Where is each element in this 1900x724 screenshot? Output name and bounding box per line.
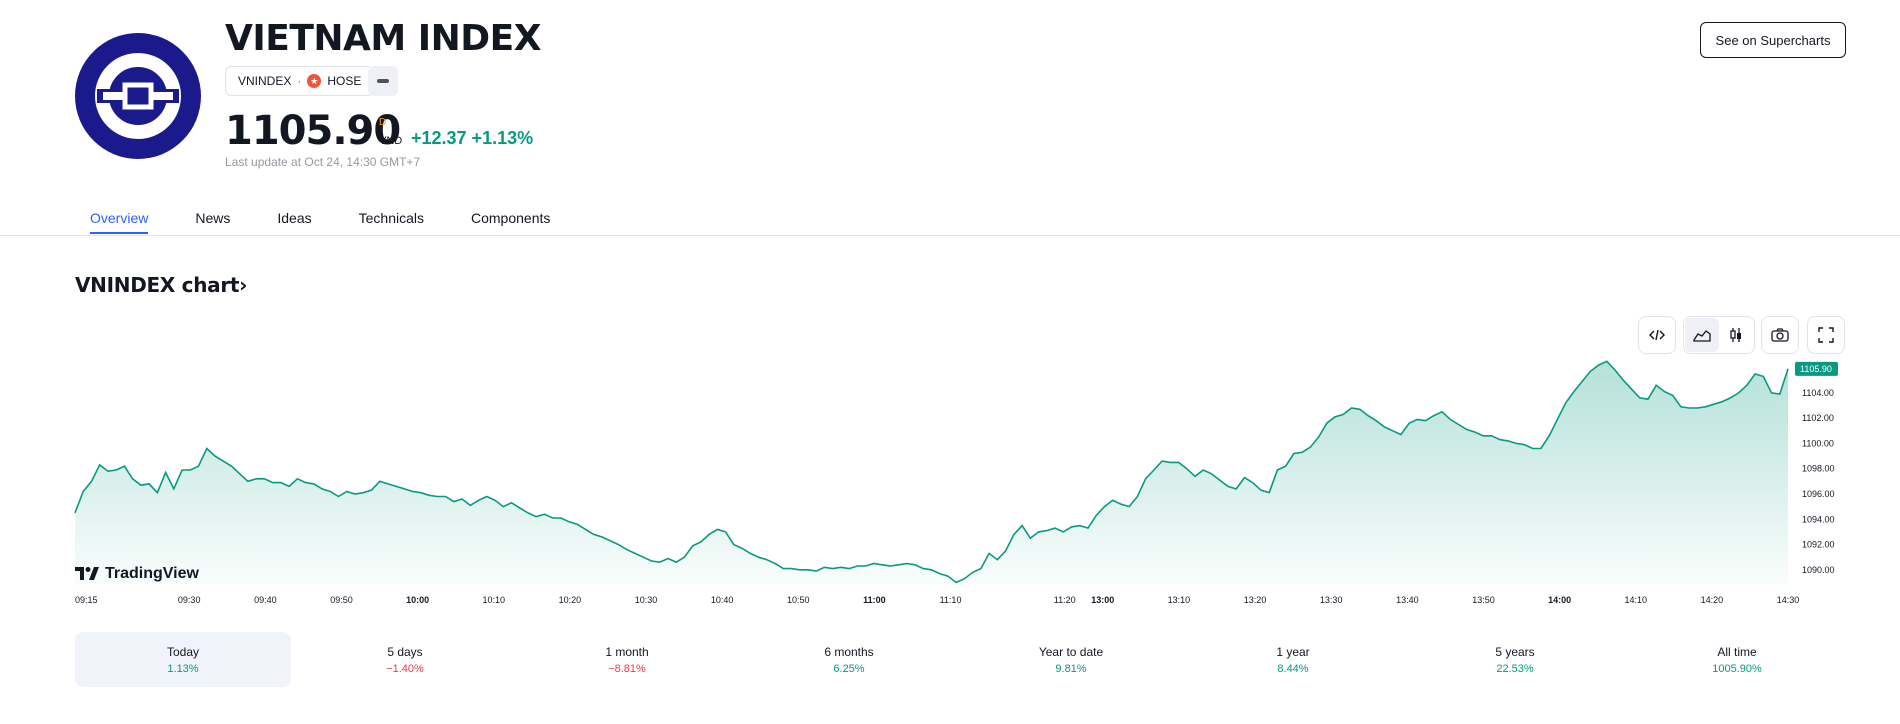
x-tick-label: 09:40 [254, 595, 277, 605]
symbol-label: VNINDEX [238, 74, 292, 88]
price-chart[interactable]: 1090.00 1092.00 1094.00 1096.00 1098.00 1100.… [0, 360, 1900, 615]
period-year-to-date[interactable]: Year to date 9.81% [963, 632, 1179, 687]
y-tick-label: 1092.00 [1802, 540, 1835, 550]
area-chart-icon[interactable] [1685, 318, 1719, 352]
fullscreen-button[interactable] [1807, 316, 1845, 354]
period-all-time[interactable]: All time 1005.90% [1629, 632, 1845, 687]
x-tick-label: 10:00 [406, 595, 429, 605]
period-value: 8.44% [1277, 662, 1309, 675]
period-label: 5 days [387, 644, 423, 659]
y-tick-label: 1104.00 [1802, 388, 1834, 398]
x-tick-label: 13:30 [1320, 595, 1343, 605]
y-tick-label: 1094.00 [1802, 514, 1835, 524]
x-tick-label: 10:30 [635, 595, 658, 605]
embed-code-icon [1640, 318, 1674, 352]
period-selector: Today 1.13% 5 days −1.40% 1 month −8.81% 6 … [75, 632, 1845, 687]
chart-style-group [1683, 316, 1755, 354]
period-value: 9.81% [1055, 662, 1087, 675]
period-label: 1 month [605, 644, 649, 659]
price-line [74, 360, 1789, 584]
period-value: 1005.90% [1712, 662, 1762, 675]
tradingview-logo-icon [75, 567, 99, 580]
x-tick-label: 10:50 [787, 595, 810, 605]
snapshot-button[interactable] [1761, 316, 1799, 354]
price-value: 1105.90 [225, 108, 401, 154]
period-value: −8.81% [608, 662, 646, 675]
x-tick-label: 09:15 [75, 595, 98, 605]
period-6-months[interactable]: 6 months 6.25% [741, 632, 957, 687]
x-tick-label: 10:20 [559, 595, 582, 605]
x-tick-label: 13:40 [1396, 595, 1419, 605]
camera-icon [1763, 318, 1797, 352]
tab-news[interactable]: News [195, 210, 231, 226]
x-tick-label: 09:30 [178, 595, 201, 605]
y-tick-label: 1090.00 [1802, 565, 1835, 575]
tab-ideas[interactable]: Ideas [277, 210, 312, 226]
exchange-flag-icon: ★ [307, 74, 322, 88]
y-tick-label: 1096.00 [1802, 489, 1835, 499]
page-title: VIETNAM INDEX [225, 18, 542, 59]
x-tick-label: 14:20 [1701, 595, 1724, 605]
x-tick-label: 13:00 [1091, 595, 1114, 605]
tab-components[interactable]: Components [471, 210, 551, 226]
price-flag: D [379, 117, 387, 128]
period-1-month[interactable]: 1 month −8.81% [519, 632, 735, 687]
x-tick-label: 10:10 [482, 595, 505, 605]
current-price-marker: 1105.90 [1795, 361, 1838, 376]
y-axis: 1090.00 1092.00 1094.00 1096.00 1098.00 1100.… [1802, 388, 1835, 575]
x-tick-label: 13:10 [1168, 595, 1191, 605]
period-5-days[interactable]: 5 days −1.40% [297, 632, 513, 687]
more-button[interactable] [368, 66, 398, 96]
index-logo [75, 33, 201, 159]
x-tick-label: 13:50 [1472, 595, 1495, 605]
exchange-label: HOSE [327, 74, 362, 88]
tab-bar: Overview News Ideas Technicals Component… [90, 210, 550, 234]
tab-divider [0, 235, 1900, 236]
last-update: Last update at Oct 24, 14:30 GMT+7 [225, 155, 421, 169]
x-axis: 09:15 09:30 09:40 09:50 10:00 10:10 10:20 10:30… [75, 595, 1799, 605]
tradingview-watermark[interactable]: TradingView [75, 565, 199, 583]
tab-technicals[interactable]: Technicals [358, 210, 424, 226]
period-value: 1.13% [167, 662, 199, 675]
x-tick-label: 14:10 [1624, 595, 1647, 605]
current-price-label: 1105.90 [1800, 364, 1832, 374]
separator: · [297, 74, 302, 88]
period-value: 6.25% [833, 662, 865, 675]
minus-icon [377, 79, 389, 83]
x-tick-label: 11:10 [940, 595, 962, 605]
symbol-chip[interactable]: VNINDEX · ★ HOSE [225, 66, 375, 96]
period-value: −1.40% [386, 662, 424, 675]
price-area-fill [75, 361, 1788, 585]
x-tick-label: 11:20 [1054, 595, 1076, 605]
see-on-supercharts-button[interactable]: See on Supercharts [1700, 22, 1846, 58]
period-5-years[interactable]: 5 years 22.53% [1407, 632, 1623, 687]
period-label: 6 months [824, 644, 874, 659]
candles-icon[interactable] [1719, 318, 1753, 352]
chart-heading-link[interactable]: VNINDEX chart› [75, 273, 248, 297]
fullscreen-icon [1809, 318, 1843, 352]
period-label: Today [166, 644, 200, 659]
y-tick-label: 1098.00 [1802, 464, 1835, 474]
period-today[interactable]: Today 1.13% [75, 632, 291, 687]
watermark-label: TradingView [105, 565, 199, 582]
price-currency: VND [379, 135, 403, 147]
x-tick-label: 14:00 [1548, 595, 1571, 605]
x-tick-label: 10:40 [711, 595, 734, 605]
period-label: 1 year [1276, 644, 1310, 659]
embed-button[interactable] [1638, 316, 1676, 354]
x-tick-label: 14:30 [1777, 595, 1800, 605]
period-value: 22.53% [1496, 662, 1534, 675]
price-change: +12.37 +1.13% [411, 128, 534, 148]
x-tick-label: 11:00 [863, 595, 886, 605]
vnindex-logo-icon [95, 53, 181, 139]
y-tick-label: 1100.00 [1802, 438, 1834, 448]
period-label: All time [1717, 644, 1757, 659]
period-label: 5 years [1495, 644, 1535, 659]
period-1-year[interactable]: 1 year 8.44% [1185, 632, 1401, 687]
period-label: Year to date [1038, 644, 1104, 659]
y-tick-label: 1102.00 [1802, 413, 1834, 423]
tab-overview[interactable]: Overview [90, 210, 149, 234]
x-tick-label: 09:50 [330, 595, 353, 605]
x-tick-label: 13:20 [1244, 595, 1267, 605]
